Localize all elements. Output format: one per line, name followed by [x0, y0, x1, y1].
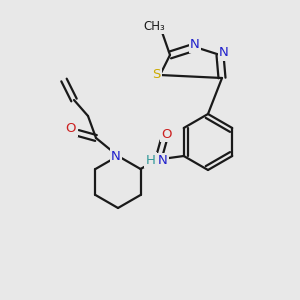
- Text: N: N: [219, 46, 229, 59]
- Text: O: O: [66, 122, 76, 136]
- Text: O: O: [161, 128, 172, 140]
- Text: N: N: [111, 149, 121, 163]
- Text: N: N: [190, 38, 200, 52]
- Text: H: H: [146, 154, 156, 166]
- Text: S: S: [152, 68, 160, 82]
- Text: N: N: [158, 154, 168, 167]
- Text: CH₃: CH₃: [143, 20, 165, 32]
